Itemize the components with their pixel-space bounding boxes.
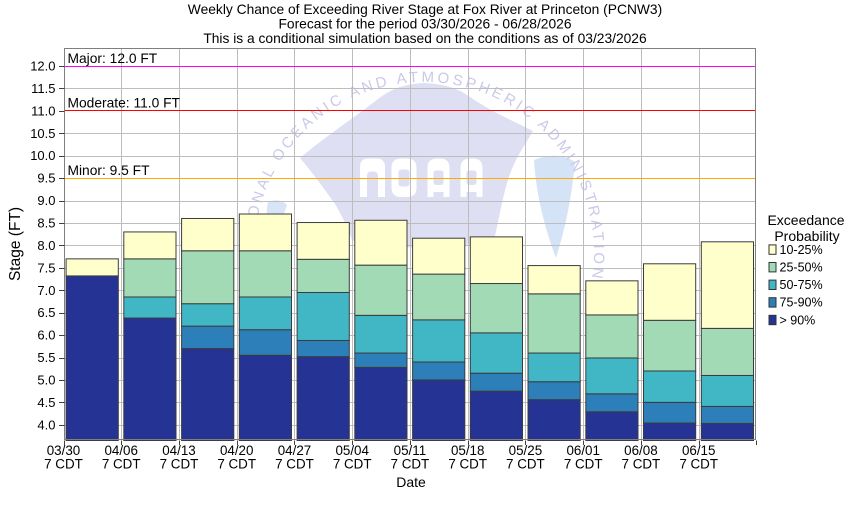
svg-text:9.0: 9.0 — [37, 193, 55, 208]
svg-text:8.0: 8.0 — [37, 238, 55, 253]
svg-text:05/04: 05/04 — [335, 443, 369, 458]
svg-text:25-50%: 25-50% — [780, 261, 823, 275]
svg-text:7 CDT: 7 CDT — [679, 457, 718, 472]
svg-text:> 90%: > 90% — [780, 313, 816, 327]
svg-text:10.0: 10.0 — [30, 148, 55, 163]
svg-text:04/13: 04/13 — [162, 443, 196, 458]
svg-text:7 CDT: 7 CDT — [448, 457, 487, 472]
svg-text:06/01: 06/01 — [566, 443, 600, 458]
svg-text:50-75%: 50-75% — [780, 278, 823, 292]
svg-text:7 CDT: 7 CDT — [333, 457, 372, 472]
svg-text:Exceedance: Exceedance — [767, 212, 844, 228]
svg-text:04/06: 04/06 — [104, 443, 138, 458]
svg-text:05/25: 05/25 — [509, 443, 543, 458]
svg-text:7 CDT: 7 CDT — [275, 457, 314, 472]
svg-text:7 CDT: 7 CDT — [217, 457, 256, 472]
svg-text:7 CDT: 7 CDT — [391, 457, 430, 472]
svg-text:Stage (FT): Stage (FT) — [7, 207, 24, 281]
svg-text:5.5: 5.5 — [37, 350, 55, 365]
svg-text:12.0: 12.0 — [30, 59, 55, 74]
svg-text:4.5: 4.5 — [37, 395, 55, 410]
svg-text:7.5: 7.5 — [37, 260, 55, 275]
svg-text:6.5: 6.5 — [37, 305, 55, 320]
svg-text:4.0: 4.0 — [37, 417, 55, 432]
svg-text:04/20: 04/20 — [220, 443, 254, 458]
svg-text:03/30: 03/30 — [47, 443, 81, 458]
svg-text:Date: Date — [396, 474, 426, 490]
svg-text:7 CDT: 7 CDT — [506, 457, 545, 472]
svg-text:Moderate: 11.0 FT: Moderate: 11.0 FT — [68, 96, 181, 111]
svg-text:11.0: 11.0 — [31, 103, 55, 118]
svg-text:10-25%: 10-25% — [780, 243, 823, 257]
svg-text:7 CDT: 7 CDT — [564, 457, 603, 472]
svg-text:Probability: Probability — [774, 228, 839, 244]
svg-text:10.5: 10.5 — [30, 126, 55, 141]
svg-text:75-90%: 75-90% — [780, 296, 823, 310]
svg-text:05/18: 05/18 — [451, 443, 485, 458]
svg-text:7 CDT: 7 CDT — [622, 457, 661, 472]
svg-text:7 CDT: 7 CDT — [102, 457, 141, 472]
svg-text:7 CDT: 7 CDT — [44, 457, 83, 472]
svg-text:05/11: 05/11 — [394, 443, 427, 458]
svg-text:Minor: 9.5 FT: Minor: 9.5 FT — [68, 163, 151, 178]
svg-text:04/27: 04/27 — [278, 443, 312, 458]
svg-text:5.0: 5.0 — [37, 372, 55, 387]
svg-text:Major: 12.0 FT: Major: 12.0 FT — [68, 51, 158, 66]
svg-text:6.0: 6.0 — [37, 328, 55, 343]
svg-text:8.5: 8.5 — [37, 216, 55, 231]
svg-text:06/08: 06/08 — [624, 443, 658, 458]
svg-text:7 CDT: 7 CDT — [160, 457, 199, 472]
svg-text:7.0: 7.0 — [37, 283, 55, 298]
svg-text:06/15: 06/15 — [682, 443, 716, 458]
svg-text:Forecast for the period 03/30/: Forecast for the period 03/30/2026 - 06/… — [278, 17, 571, 32]
svg-text:11.5: 11.5 — [31, 81, 55, 96]
svg-text:Weekly Chance of Exceeding Riv: Weekly Chance of Exceeding River Stage a… — [188, 2, 662, 17]
svg-text:9.5: 9.5 — [37, 171, 55, 186]
svg-text:This is a conditional simulati: This is a conditional simulation based o… — [203, 31, 647, 46]
